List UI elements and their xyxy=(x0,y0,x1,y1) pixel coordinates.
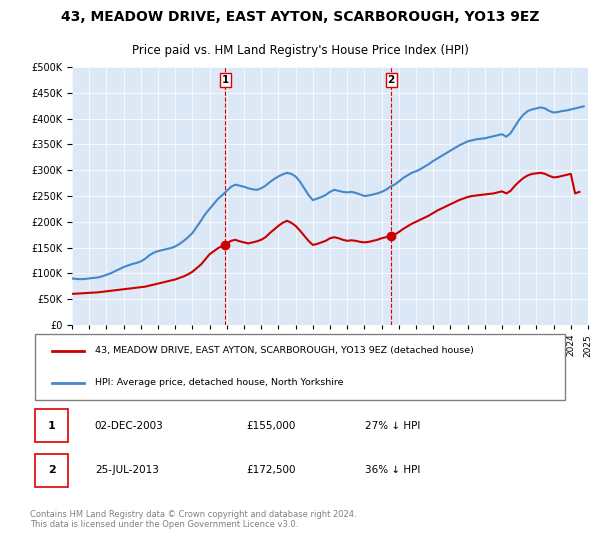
Text: 2: 2 xyxy=(48,465,55,475)
Text: 27% ↓ HPI: 27% ↓ HPI xyxy=(365,421,420,431)
Text: Contains HM Land Registry data © Crown copyright and database right 2024.
This d: Contains HM Land Registry data © Crown c… xyxy=(30,510,356,529)
FancyBboxPatch shape xyxy=(35,454,68,487)
FancyBboxPatch shape xyxy=(35,409,68,442)
Text: 25-JUL-2013: 25-JUL-2013 xyxy=(95,465,158,475)
FancyBboxPatch shape xyxy=(35,334,565,400)
Text: 43, MEADOW DRIVE, EAST AYTON, SCARBOROUGH, YO13 9EZ (detached house): 43, MEADOW DRIVE, EAST AYTON, SCARBOROUG… xyxy=(95,346,473,355)
Text: 43, MEADOW DRIVE, EAST AYTON, SCARBOROUGH, YO13 9EZ: 43, MEADOW DRIVE, EAST AYTON, SCARBOROUG… xyxy=(61,10,539,24)
Text: £172,500: £172,500 xyxy=(246,465,296,475)
Text: £155,000: £155,000 xyxy=(246,421,295,431)
Text: 1: 1 xyxy=(222,75,229,85)
Text: 36% ↓ HPI: 36% ↓ HPI xyxy=(365,465,420,475)
Text: Price paid vs. HM Land Registry's House Price Index (HPI): Price paid vs. HM Land Registry's House … xyxy=(131,44,469,57)
Text: 1: 1 xyxy=(48,421,55,431)
Text: HPI: Average price, detached house, North Yorkshire: HPI: Average price, detached house, Nort… xyxy=(95,379,343,388)
Text: 2: 2 xyxy=(388,75,395,85)
Text: 02-DEC-2003: 02-DEC-2003 xyxy=(95,421,164,431)
